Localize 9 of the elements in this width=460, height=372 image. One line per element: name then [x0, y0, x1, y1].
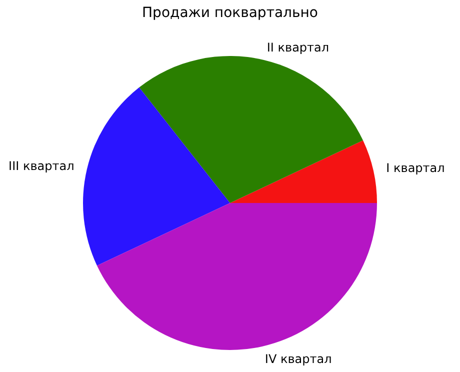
slice-label: II квартал [266, 40, 330, 54]
pie-slice [230, 140, 377, 203]
pie-slice [96, 203, 377, 350]
chart-title: Продажи поквартально [142, 5, 318, 21]
slice-label: I квартал [386, 161, 445, 176]
pie-slice [139, 56, 364, 203]
pie-slice [83, 87, 230, 266]
slice-label: III квартал [8, 159, 74, 174]
slice-label: IV квартал [264, 352, 332, 366]
